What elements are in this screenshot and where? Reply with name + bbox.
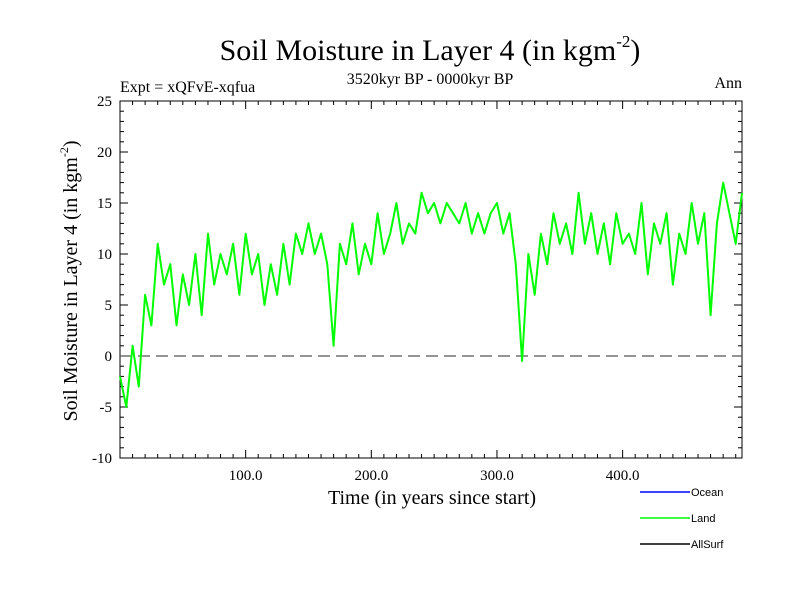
y-tick-label: 20 xyxy=(97,145,112,161)
x-tick-label: 100.0 xyxy=(229,468,263,484)
plot-frame xyxy=(119,100,743,459)
chart-subtitle: 3520kyr BP - 0000kyr BP xyxy=(347,71,514,88)
series-line-land xyxy=(119,181,743,408)
x-axis-title: Time (in years since start) xyxy=(328,487,536,509)
y-tick-label: 5 xyxy=(105,298,113,314)
legend: Ocean Land AllSurf xyxy=(640,487,724,551)
y-axis-title: Soil Moisture in Layer 4 (in kgm-2) xyxy=(57,140,82,421)
y-tick-label: 0 xyxy=(105,349,113,365)
chart-title: Soil Moisture in Layer 4 (in kgm-2) xyxy=(220,32,641,67)
season-label: Ann xyxy=(714,75,742,92)
legend-label-ocean: Ocean xyxy=(691,487,723,499)
experiment-label: Expt = xQFvE-xqfua xyxy=(120,79,255,96)
y-tick-label: 25 xyxy=(97,94,112,110)
legend-label-allsurf: AllSurf xyxy=(691,539,724,551)
legend-label-land: Land xyxy=(691,513,715,525)
y-tick-label: -10 xyxy=(92,451,112,467)
x-tick-label: 300.0 xyxy=(480,468,514,484)
y-tick-label: 15 xyxy=(97,196,112,212)
y-axis-title-group: Soil Moisture in Layer 4 (in kgm-2) xyxy=(57,140,82,421)
plot-area: -10 -5 0 5 10 15 20 25 100.0 200.0 300.0 400.0 xyxy=(92,94,743,484)
y-tick-label: 10 xyxy=(97,247,112,263)
x-tick-label: 200.0 xyxy=(354,468,388,484)
y-tick-label: -5 xyxy=(100,400,113,416)
x-tick-label: 400.0 xyxy=(606,468,640,484)
